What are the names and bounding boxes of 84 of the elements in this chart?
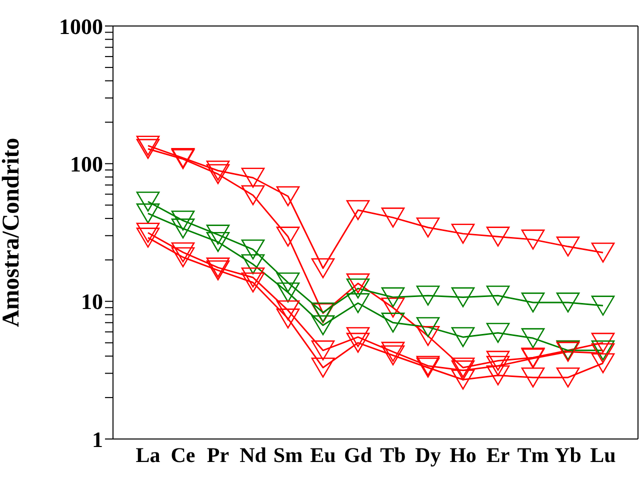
point [171, 247, 195, 268]
x-tick-label: Yb [554, 442, 582, 467]
point [276, 186, 300, 206]
point [416, 317, 440, 338]
point [171, 218, 195, 239]
y-axis-title: Amostra/Condrito [0, 138, 25, 328]
point [311, 315, 335, 336]
point [346, 293, 370, 314]
point [381, 208, 405, 228]
point [311, 258, 335, 278]
point [556, 367, 580, 388]
point [521, 328, 545, 348]
point [136, 228, 160, 248]
point [346, 332, 370, 353]
point [486, 226, 510, 247]
point [241, 168, 265, 188]
point [521, 292, 545, 313]
x-tick-label: Er [486, 442, 510, 467]
point [416, 217, 440, 238]
y-tick-label: 10 [81, 289, 103, 314]
point [381, 342, 405, 362]
point [381, 298, 405, 318]
point [486, 322, 510, 343]
point [276, 308, 300, 329]
point [276, 282, 300, 302]
x-tick-label: Dy [415, 442, 442, 467]
point [556, 236, 580, 257]
point [556, 292, 580, 313]
point [486, 350, 510, 371]
point [381, 287, 405, 308]
point [416, 326, 440, 346]
point [381, 312, 405, 333]
point [451, 327, 475, 348]
point [136, 192, 160, 212]
point [136, 222, 160, 243]
point [346, 278, 370, 298]
point [451, 287, 475, 308]
point [381, 345, 405, 366]
point [486, 286, 510, 306]
x-tick-label: Tm [517, 442, 550, 467]
y-tick-label: 1 [92, 426, 103, 452]
point [276, 300, 300, 320]
x-tick-label: Pr [206, 442, 230, 467]
point [451, 224, 475, 244]
point [486, 365, 510, 386]
point [206, 224, 230, 245]
point [206, 164, 230, 184]
point [171, 210, 195, 231]
point [241, 267, 265, 288]
point [346, 200, 370, 220]
point [521, 367, 545, 388]
point [591, 353, 615, 374]
point [311, 358, 335, 378]
point [171, 242, 195, 262]
point [521, 230, 545, 250]
point [346, 327, 370, 348]
y-tick-label: 100 [70, 151, 103, 176]
point [591, 332, 615, 353]
point [241, 272, 265, 293]
point [241, 239, 265, 260]
x-tick-label: Lu [590, 442, 616, 467]
x-tick-label: La [136, 442, 161, 467]
point [241, 254, 265, 274]
point [311, 340, 335, 360]
x-tick-label: Tb [380, 442, 406, 467]
point [241, 185, 265, 206]
point [346, 273, 370, 294]
x-tick-label: Eu [310, 442, 336, 467]
point [416, 286, 440, 306]
x-tick-label: Ce [170, 442, 196, 467]
point [451, 370, 475, 390]
x-tick-label: Ho [450, 442, 476, 467]
point [206, 232, 230, 252]
point [206, 160, 230, 181]
y-tick-label: 1000 [59, 14, 103, 39]
x-tick-label: Nd [240, 442, 267, 467]
point [591, 242, 615, 263]
point [486, 356, 510, 376]
point [276, 272, 300, 293]
point [591, 296, 615, 316]
point [136, 203, 160, 224]
point [276, 226, 300, 247]
x-tick-label: Gd [344, 442, 372, 467]
x-tick-label: Sm [273, 442, 304, 467]
